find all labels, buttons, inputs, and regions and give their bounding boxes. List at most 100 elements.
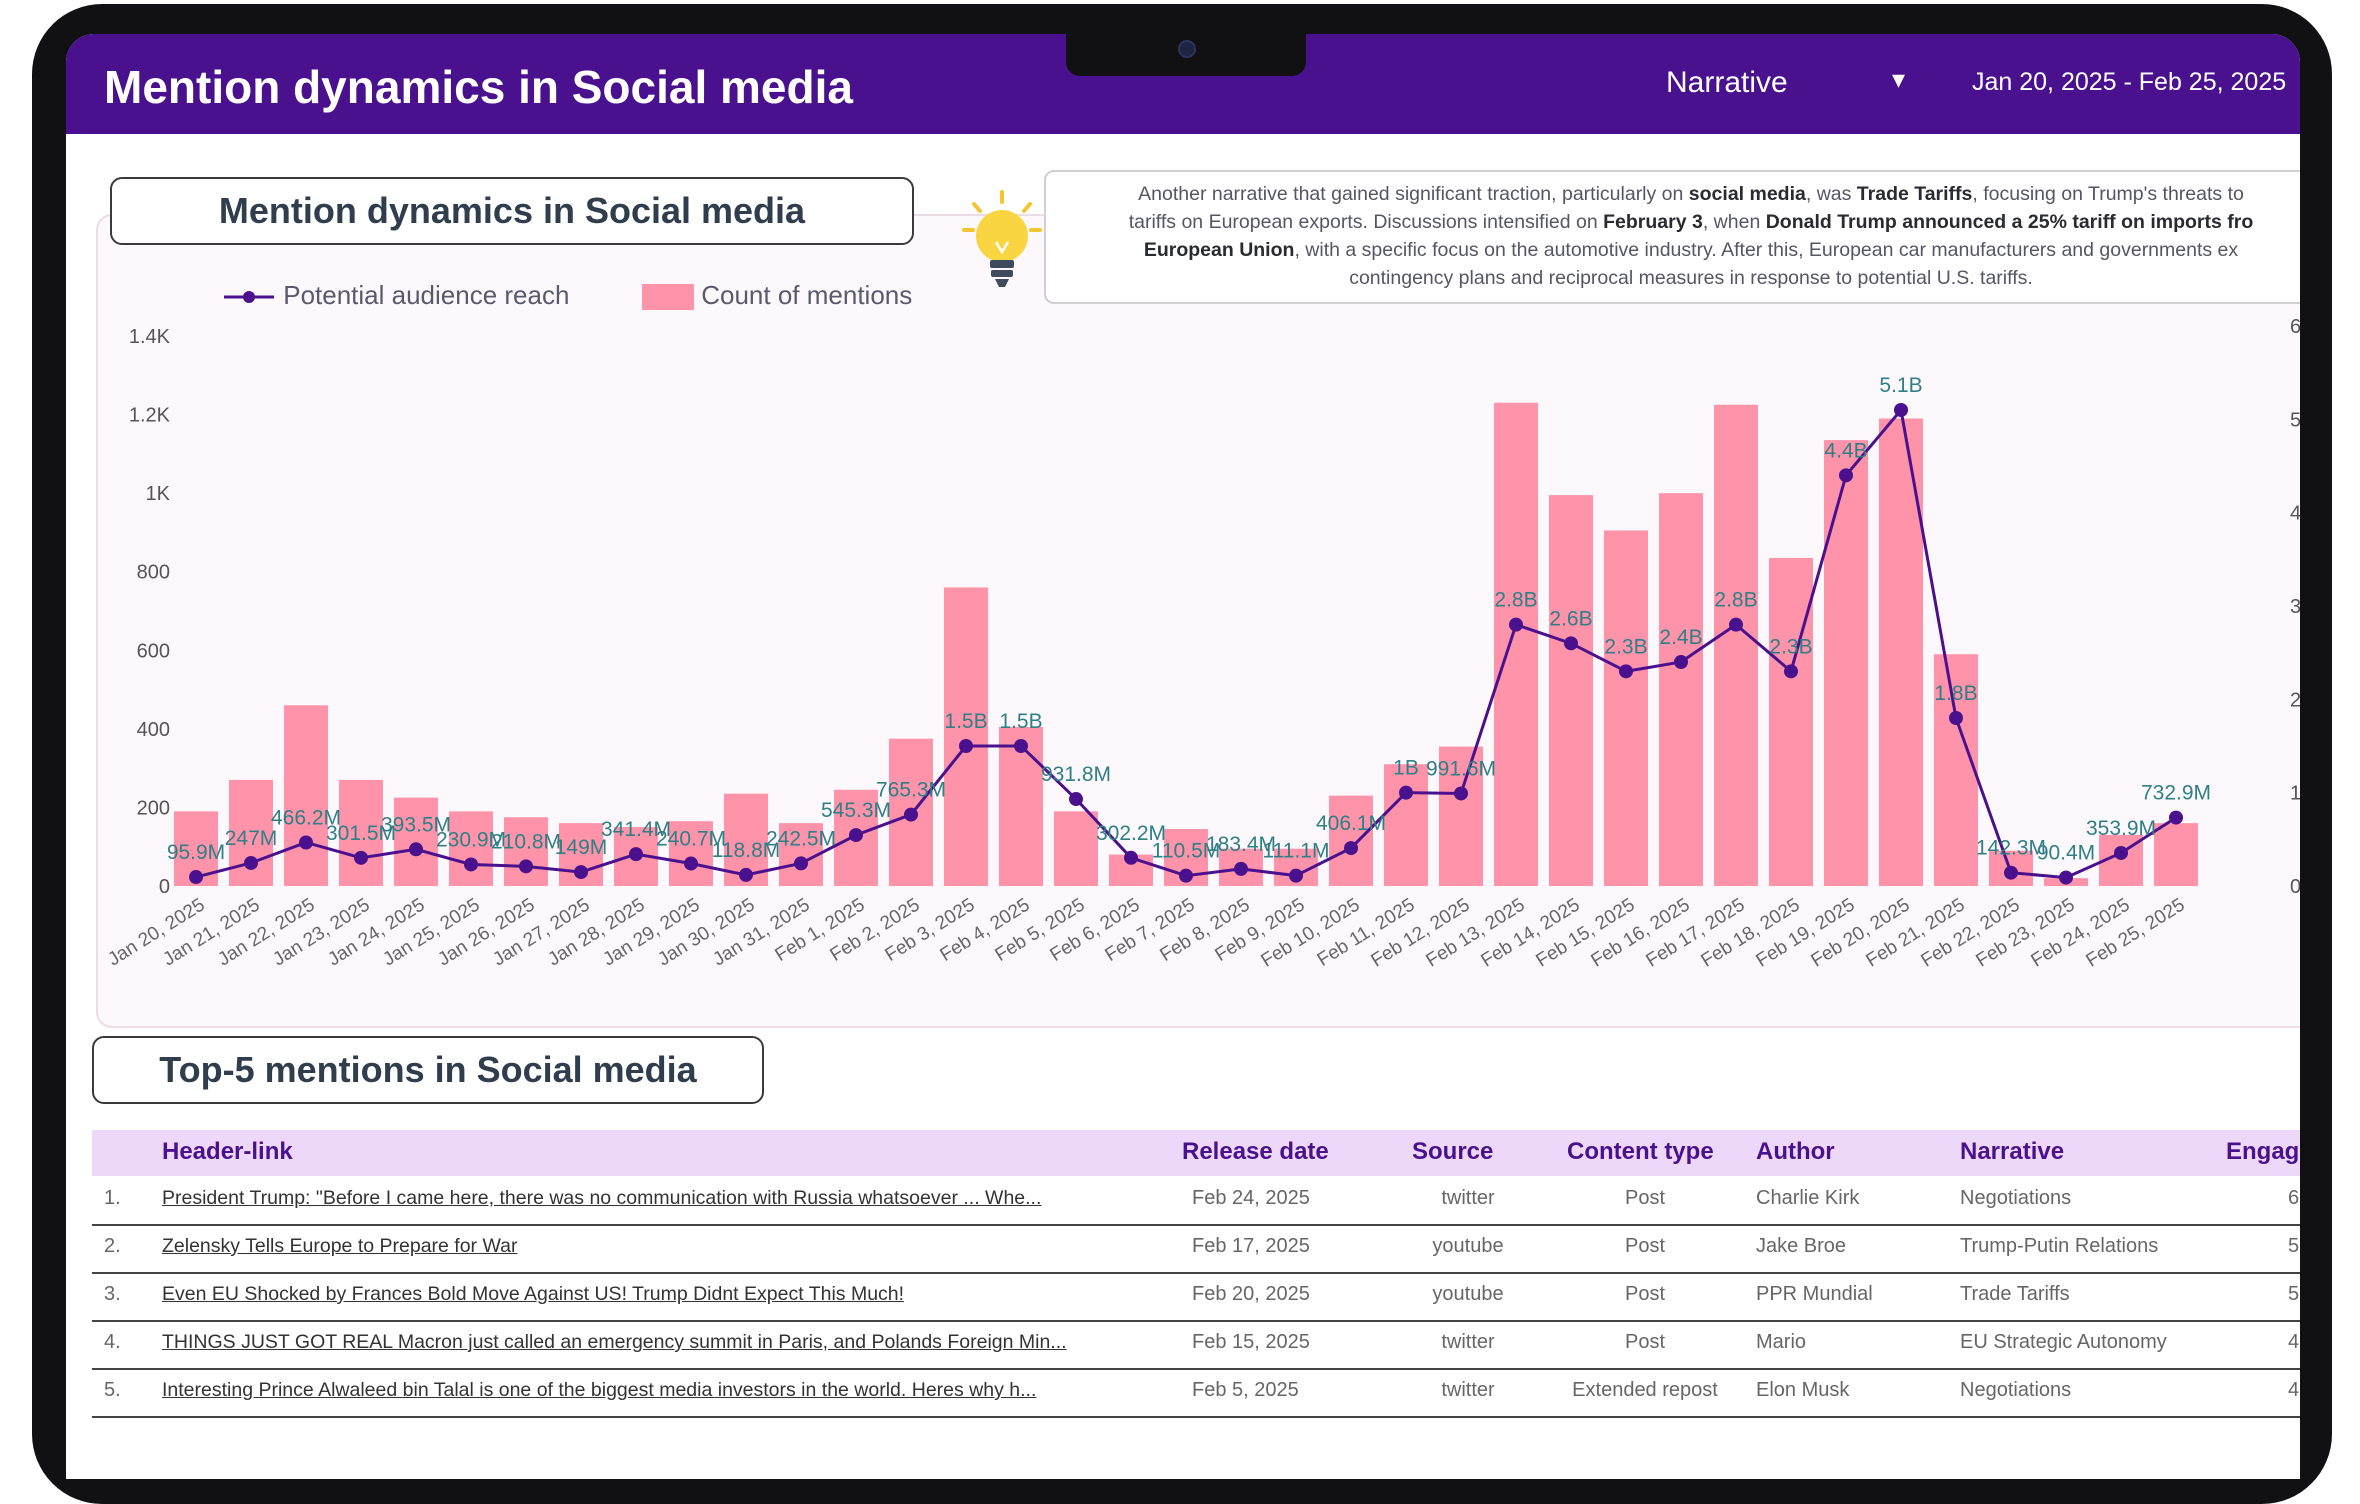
callout-text: Another narrative that gained significan… [1138, 183, 1689, 205]
row-engagement: 6 [2288, 1187, 2300, 1209]
reach-data-label: 991.6M [1426, 757, 1496, 780]
legend-bar-marker [642, 284, 694, 311]
reach-data-label: 110.5M [1152, 840, 1221, 863]
reach-data-label: 95.9M [167, 841, 225, 864]
row-source: twitter [1441, 1379, 1495, 1401]
reach-point [574, 865, 588, 880]
reach-data-label: 242.5M [766, 827, 836, 850]
y-left-tick-label: 600 [137, 640, 170, 662]
col-header-link[interactable]: Header-link [162, 1138, 293, 1165]
row-content-type: Post [1624, 1283, 1666, 1305]
reach-point [1124, 850, 1138, 865]
legend-line-marker [224, 291, 274, 304]
col-source[interactable]: Source [1412, 1138, 1494, 1165]
bar-count-of-mentions [2154, 823, 2198, 886]
reach-data-label: 149M [555, 836, 608, 859]
reach-data-label: 210.8M [491, 830, 561, 853]
y-left-tick-label: 0 [159, 876, 170, 898]
reach-data-label: 5.1B [1879, 374, 1922, 397]
reach-point [794, 856, 808, 871]
reach-data-label: 2.8B [1494, 589, 1537, 612]
callout-bold: Donald Trump announced a 25% tariff on i… [1765, 211, 2254, 233]
bar-count-of-mentions [1604, 530, 1648, 886]
row-author: Mario [1756, 1331, 1807, 1353]
row-header-link[interactable]: Zelensky Tells Europe to Prepare for War [162, 1235, 518, 1257]
bar-count-of-mentions [669, 821, 713, 886]
bar-count-of-mentions [449, 811, 493, 886]
col-author[interactable]: Author [1756, 1138, 1835, 1165]
reach-data-label: 301.5M [326, 822, 396, 845]
legend-item-mentions[interactable]: Count of mentions [642, 280, 912, 320]
col-engagement[interactable]: Engag [2226, 1138, 2300, 1165]
reach-point [1399, 785, 1413, 800]
reach-point [1454, 786, 1468, 801]
reach-data-label: 353.9M [2086, 817, 2156, 840]
bar-count-of-mentions [1384, 764, 1428, 886]
reach-point [739, 867, 753, 882]
reach-data-label: 2.8B [1714, 589, 1757, 612]
bar-count-of-mentions [1054, 811, 1098, 886]
reach-point [244, 855, 258, 870]
callout-text: , focusing on Trump's threats to [1972, 183, 2244, 205]
reach-data-label: 732.9M [2141, 782, 2211, 805]
row-source: youtube [1432, 1235, 1504, 1257]
reach-point [354, 850, 368, 865]
reach-point [299, 835, 313, 850]
callout-bold: Trade Tariffs [1856, 183, 1973, 205]
narrative-dropdown[interactable]: Narrative ▾ [1666, 62, 1966, 106]
bar-count-of-mentions [284, 705, 328, 886]
col-narrative[interactable]: Narrative [1960, 1138, 2065, 1165]
reach-point [519, 859, 533, 874]
reach-point [1839, 468, 1853, 483]
table-row: 5. Interesting Prince Alwaleed bin Talal … [92, 1368, 2300, 1418]
row-source: twitter [1441, 1331, 1495, 1353]
reach-data-label: 2.3B [1604, 635, 1647, 658]
row-source: twitter [1441, 1187, 1495, 1209]
reach-point [2004, 865, 2018, 880]
row-header-link[interactable]: THINGS JUST GOT REAL Macron just called … [162, 1331, 1067, 1353]
y-left-tick-label: 1.2K [129, 405, 171, 427]
dashboard-screen: Mention dynamics in Social media Narrati… [66, 34, 2300, 1479]
mentions-chart: 0 200 400 600 800 1K 1.2K 1.4K 0 10 20 30 40 50 60 95.9… [104, 316, 2300, 972]
row-narrative: Negotiations [1960, 1187, 2072, 1209]
row-header-link[interactable]: Interesting Prince Alwaleed bin Talal is… [162, 1379, 1037, 1401]
reach-point [1949, 711, 1963, 725]
reach-data-label: 2.4B [1659, 626, 1702, 649]
bar-count-of-mentions [504, 817, 548, 886]
col-content-type[interactable]: Content type [1567, 1138, 1714, 1165]
reach-data-label: 302.2M [1096, 822, 1166, 845]
reach-data-label: 406.1M [1316, 812, 1386, 835]
reach-data-label: 545.3M [821, 799, 891, 822]
reach-point [2169, 810, 2183, 825]
reach-point [1894, 403, 1908, 417]
row-author: PPR Mundial [1756, 1283, 1873, 1305]
bar-count-of-mentions [1934, 654, 1978, 886]
col-release-date[interactable]: Release date [1182, 1138, 1329, 1165]
callout-text: contingency plans and reciprocal measure… [1349, 267, 2033, 289]
row-release-date: Feb 24, 2025 [1192, 1187, 1310, 1209]
y-right-tick-label: 10 [2290, 783, 2300, 805]
row-number: 2. [104, 1235, 121, 1257]
row-author: Elon Musk [1756, 1379, 1850, 1401]
callout-text: , with a specific focus on the automotiv… [1294, 239, 2239, 261]
row-header-link[interactable]: Even EU Shocked by Frances Bold Move Aga… [162, 1283, 905, 1305]
reach-point [1564, 636, 1578, 651]
row-engagement: 5 [2288, 1235, 2300, 1257]
row-author: Jake Broe [1756, 1235, 1847, 1257]
bar-count-of-mentions [999, 726, 1043, 886]
reach-point [2114, 845, 2128, 860]
reach-data-label: 247M [225, 827, 278, 850]
row-number: 4. [104, 1331, 121, 1353]
legend-item-reach[interactable]: Potential audience reach [222, 280, 569, 320]
reach-point [464, 857, 478, 872]
top-bar: Mention dynamics in Social media Narrati… [66, 34, 2300, 134]
row-header-link[interactable]: President Trump: "Before I came here, th… [162, 1187, 1042, 1209]
reach-data-label: 466.2M [271, 806, 341, 829]
row-number: 1. [104, 1187, 121, 1209]
row-narrative: Trade Tariffs [1960, 1283, 2070, 1305]
y-right-tick-label: 50 [2290, 409, 2300, 431]
reach-point [1234, 861, 1248, 876]
reach-data-label: 4.4B [1824, 439, 1867, 462]
date-range-picker[interactable]: Jan 20, 2025 - Feb 25, 2025 [1972, 68, 2287, 96]
row-narrative: Trump-Putin Relations [1960, 1235, 2159, 1257]
